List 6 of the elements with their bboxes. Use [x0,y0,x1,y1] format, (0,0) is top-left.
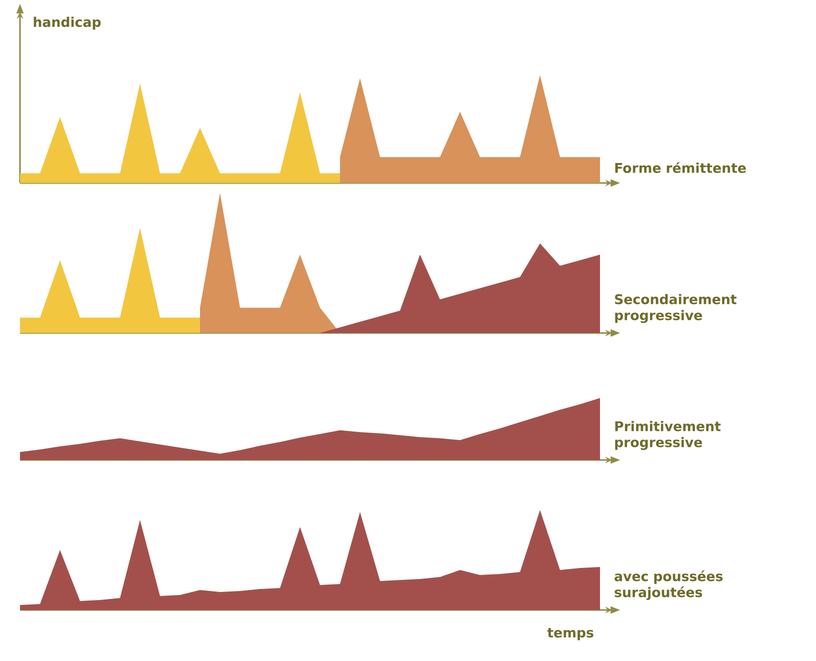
text: avec poussées surajoutées [614,570,723,600]
x-axis-title: temps [547,628,594,640]
y-axis-title: handicap [34,16,101,30]
text: Secondairement progressive [615,294,736,323]
text: Forme rémittente [615,162,746,173]
text: Primitivement progressive [615,420,721,450]
